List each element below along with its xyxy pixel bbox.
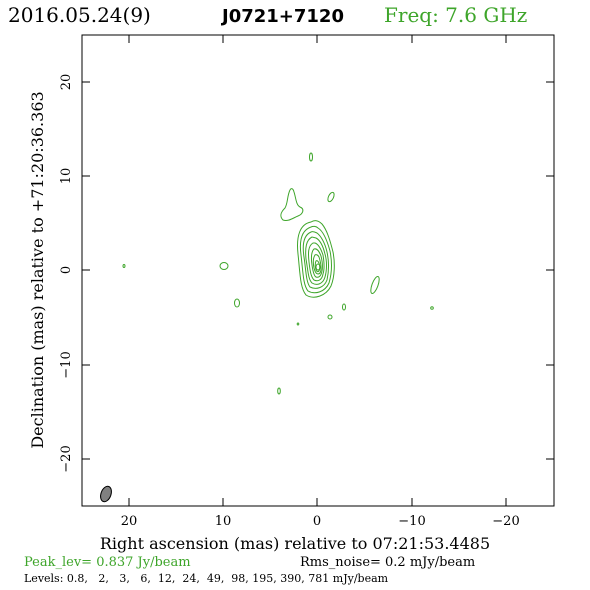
contour-peak	[315, 263, 321, 271]
contour-set	[122, 152, 434, 395]
x-tick-label: 20	[121, 514, 138, 529]
contour-blob	[234, 298, 240, 308]
contour-blob	[277, 387, 281, 395]
y-axis-label: Declination (mas) relative to +71:20:36.…	[28, 91, 47, 448]
contour-blob	[296, 322, 300, 326]
axis-ticks	[82, 35, 554, 506]
source-name: J0721+7120	[220, 6, 344, 27]
y-tick-label: 10	[59, 168, 74, 185]
x-tick-labels: 20 10 0 −10 −20	[121, 514, 520, 529]
contour-core	[310, 248, 323, 278]
peak-level: Peak_lev= 0.837 Jy/beam	[24, 555, 191, 570]
contour-blob	[342, 303, 346, 311]
contour-core	[302, 231, 329, 289]
contour-blob	[309, 152, 313, 162]
frequency-label: Freq: 7.6 GHz	[384, 3, 527, 27]
contour-blob	[219, 262, 229, 270]
contour-core-outer	[297, 220, 335, 298]
contour-core	[305, 236, 327, 285]
contour-blob	[370, 275, 380, 295]
y-tick-labels: 20 10 0 −10 −20	[59, 74, 74, 473]
y-tick-label: −10	[59, 351, 74, 378]
y-tick-label: 0	[59, 266, 74, 274]
contour-blob	[430, 306, 434, 310]
contour-core	[299, 225, 332, 294]
x-tick-label: 10	[215, 514, 232, 529]
x-tick-label: −10	[398, 514, 425, 529]
contour-blob	[122, 264, 126, 268]
observation-date: 2016.05.24(9)	[8, 3, 151, 27]
x-tick-label: −20	[492, 514, 519, 529]
contour-core	[314, 260, 321, 273]
beam-ellipse	[100, 485, 112, 503]
contour-core	[312, 254, 322, 275]
contour-core	[308, 242, 325, 282]
contour-blob	[327, 191, 335, 203]
contour-blob	[327, 314, 333, 320]
rms-noise: Rms_noise= 0.2 mJy/beam	[300, 555, 475, 570]
y-tick-label: −20	[59, 445, 74, 472]
contour-levels: Levels: 0.8, 2, 3, 6, 12, 24, 49, 98, 19…	[24, 572, 389, 585]
y-tick-label: 20	[59, 74, 74, 91]
x-axis-label: Right ascension (mas) relative to 07:21:…	[100, 534, 490, 553]
x-tick-label: 0	[313, 514, 321, 529]
contour-north-blob	[280, 188, 304, 221]
